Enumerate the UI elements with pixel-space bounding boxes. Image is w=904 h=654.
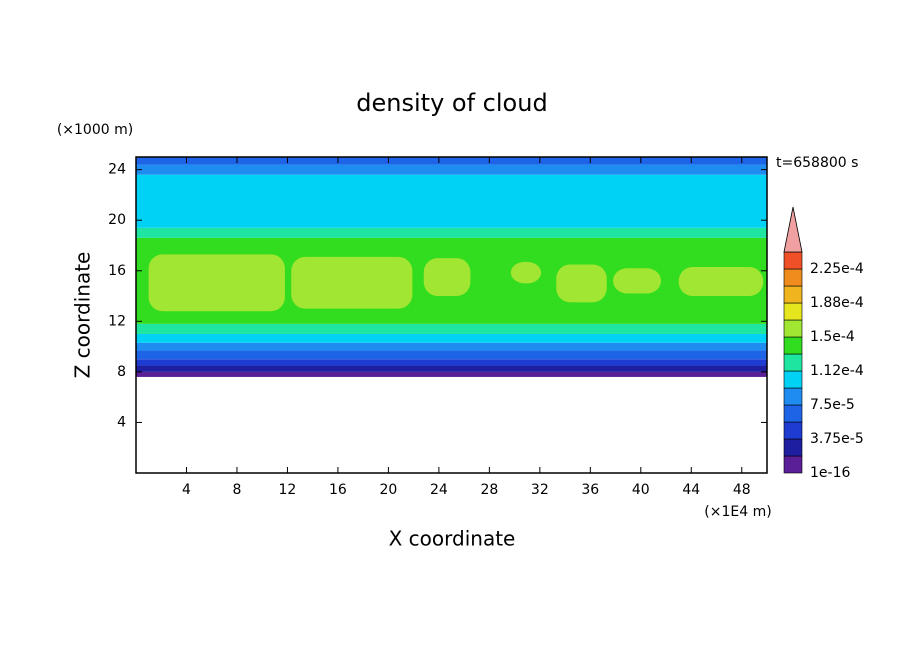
y-axis-label: Z coordinate bbox=[71, 252, 95, 379]
x-axis-label: X coordinate bbox=[389, 527, 516, 551]
colorbar-label: 1.5e-4 bbox=[810, 329, 855, 345]
colorbar-label: 7.5e-5 bbox=[810, 397, 855, 413]
contour-band bbox=[136, 227, 767, 238]
contour-band bbox=[136, 342, 767, 351]
contour-region bbox=[613, 268, 661, 294]
colorbar-box bbox=[783, 268, 803, 287]
colorbar-box bbox=[783, 404, 803, 423]
y-tick-label: 4 bbox=[117, 414, 126, 430]
colorbar-box bbox=[783, 319, 803, 338]
x-tick-label: 16 bbox=[329, 482, 347, 498]
contour-band bbox=[136, 371, 767, 377]
colorbar-box bbox=[783, 251, 803, 270]
x-tick-label: 48 bbox=[733, 482, 751, 498]
colorbar-label: 3.75e-5 bbox=[810, 431, 864, 447]
contour-band bbox=[136, 359, 767, 366]
x-tick-label: 12 bbox=[279, 482, 297, 498]
x-tick-label: 28 bbox=[480, 482, 498, 498]
colorbar-box bbox=[783, 353, 803, 372]
colorbar-box bbox=[783, 302, 803, 321]
colorbar-box bbox=[783, 438, 803, 457]
colorbar-box bbox=[783, 455, 803, 474]
contour-region bbox=[423, 258, 471, 297]
colorbar-box bbox=[783, 387, 803, 406]
contour-region bbox=[148, 254, 285, 312]
contour-band bbox=[136, 157, 767, 165]
y-tick-label: 24 bbox=[108, 162, 126, 178]
contour-band bbox=[136, 323, 767, 334]
colorbar-box bbox=[783, 370, 803, 389]
plot-frame bbox=[135, 156, 768, 474]
x-unit: (×1E4 m) bbox=[704, 504, 771, 520]
contour-region bbox=[678, 266, 764, 297]
x-tick-label: 44 bbox=[682, 482, 700, 498]
contour-region bbox=[291, 256, 413, 309]
x-tick-label: 40 bbox=[632, 482, 650, 498]
colorbar-label: 1.88e-4 bbox=[810, 295, 864, 311]
x-tick-label: 36 bbox=[581, 482, 599, 498]
colorbar-box bbox=[783, 421, 803, 440]
contour-band bbox=[136, 174, 767, 228]
chart-title: density of cloud bbox=[356, 89, 547, 117]
colorbar-box bbox=[783, 285, 803, 304]
y-tick-label: 16 bbox=[108, 263, 126, 279]
contour-band bbox=[136, 164, 767, 175]
colorbar-extend bbox=[783, 206, 803, 253]
y-tick-label: 20 bbox=[108, 212, 126, 228]
x-tick-label: 24 bbox=[430, 482, 448, 498]
annotation: t=658800 s bbox=[776, 155, 858, 171]
colorbar-box bbox=[783, 336, 803, 355]
y-unit: (×1000 m) bbox=[57, 122, 133, 138]
colorbar-label: 1.12e-4 bbox=[810, 363, 864, 379]
x-tick-label: 20 bbox=[379, 482, 397, 498]
contour-region bbox=[510, 261, 542, 284]
y-tick-label: 12 bbox=[108, 313, 126, 329]
colorbar-label: 2.25e-4 bbox=[810, 261, 864, 277]
x-tick-label: 32 bbox=[531, 482, 549, 498]
contour-region bbox=[556, 264, 607, 303]
contour-band bbox=[136, 350, 767, 360]
x-tick-label: 8 bbox=[232, 482, 241, 498]
x-tick-label: 4 bbox=[182, 482, 191, 498]
colorbar-label: 1e-16 bbox=[810, 465, 850, 481]
y-tick-label: 8 bbox=[117, 364, 126, 380]
contour-band bbox=[136, 333, 767, 343]
contour-band bbox=[136, 365, 767, 372]
